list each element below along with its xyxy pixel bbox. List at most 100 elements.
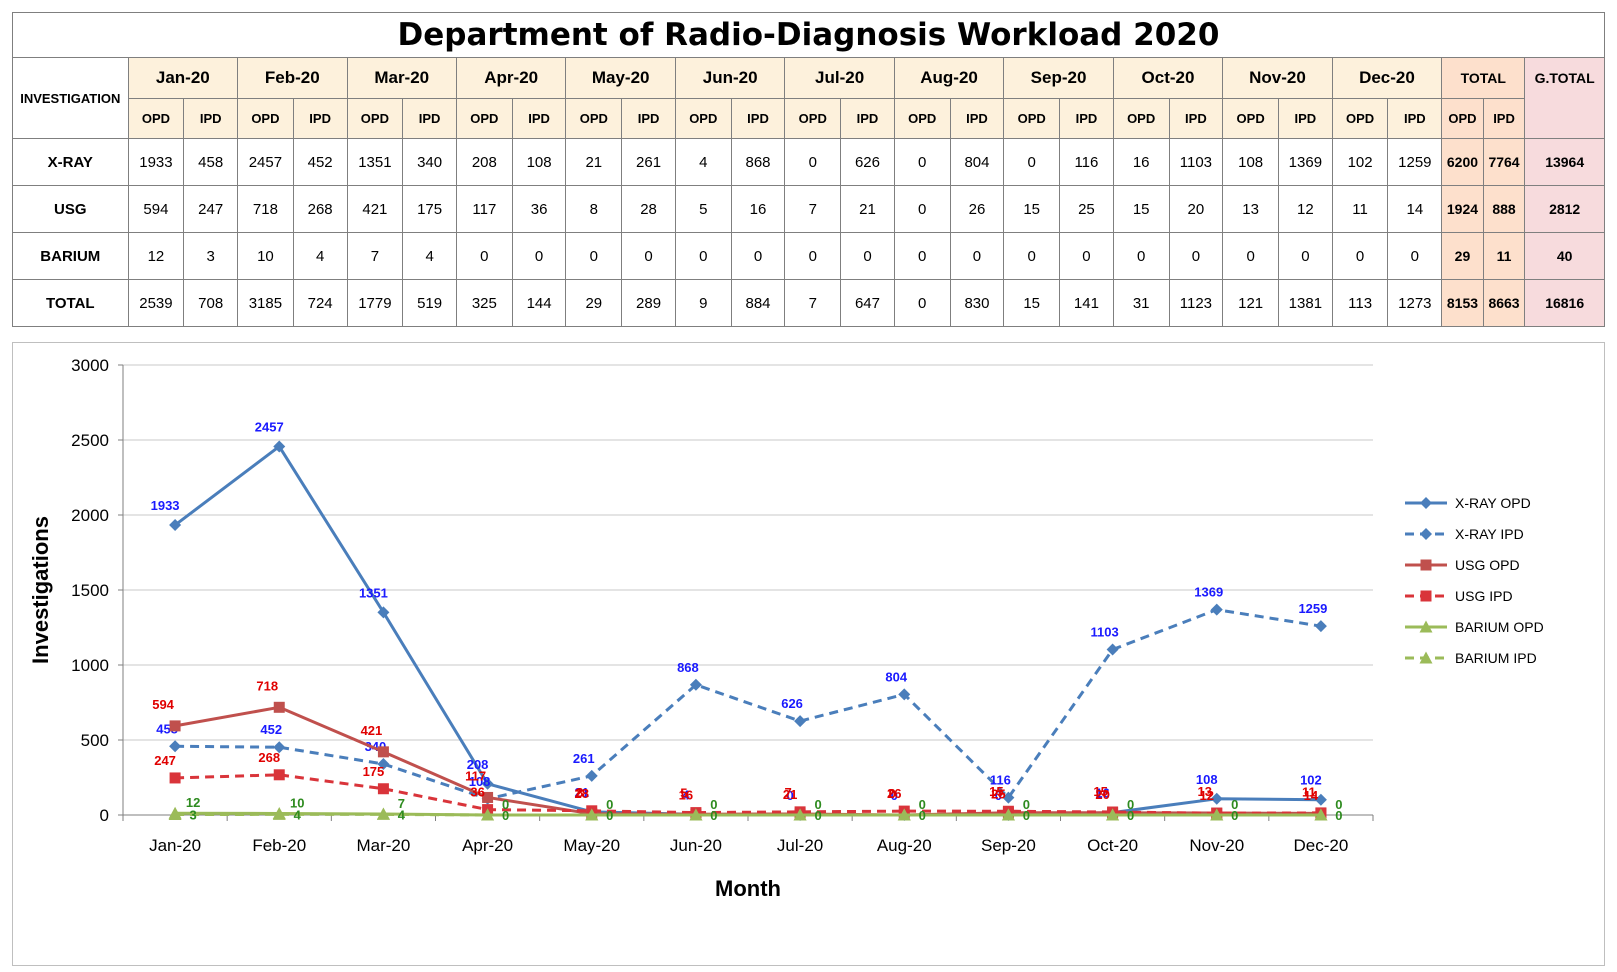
x-tick-label: Jul-20 <box>777 836 823 855</box>
data-label: 1259 <box>1298 601 1327 616</box>
table-cell: 4 <box>402 232 457 280</box>
page-title: Department of Radio-Diagnosis Workload 2… <box>12 12 1605 58</box>
data-label: 5 <box>680 785 687 800</box>
legend-entry: USG OPD <box>1455 557 1520 573</box>
table-cell: 116 <box>1059 138 1114 186</box>
data-label: 10 <box>290 796 304 811</box>
month-header: Mar-20 <box>346 57 457 99</box>
data-label: 0 <box>710 808 717 823</box>
series-line <box>174 705 1321 817</box>
data-label: 13 <box>1198 784 1212 799</box>
data-label: 0 <box>1127 797 1134 812</box>
row-label: USG <box>12 185 129 233</box>
data-label: 7 <box>784 785 791 800</box>
data-label: 0 <box>606 808 613 823</box>
table-cell: 4 <box>674 138 732 186</box>
table-cell: 830 <box>949 279 1005 327</box>
legend-marker <box>1419 620 1433 633</box>
table-cell: 519 <box>402 279 457 327</box>
chart-area: 0 500 1000 1500 2000 2500 3000 Jan-20 Feb-20 Mar-… <box>12 342 1605 966</box>
table-cell: 11 <box>1331 185 1389 233</box>
data-point <box>481 777 494 790</box>
month-header: Apr-20 <box>455 57 567 99</box>
y-tick-label: 2000 <box>71 506 109 525</box>
table-cell: 0 <box>840 232 895 280</box>
x-tick-label: May-20 <box>563 836 620 855</box>
data-label: 4 <box>682 787 690 802</box>
opd-subheader: OPD <box>1441 98 1484 139</box>
ipd-subheader: IPD <box>511 98 567 139</box>
table-cell: 13 <box>1222 185 1279 233</box>
ipd-subheader: IPD <box>292 98 348 139</box>
x-tick-label: Aug-20 <box>877 836 932 855</box>
x-tick-label: Jun-20 <box>670 836 722 855</box>
table-cell: 1351 <box>346 138 404 186</box>
data-label: 0 <box>1335 797 1342 812</box>
legend-entry: BARIUM OPD <box>1455 619 1544 635</box>
data-label: 0 <box>1231 808 1238 823</box>
data-label: 0 <box>814 808 821 823</box>
legend-marker <box>1420 528 1432 540</box>
opd-subheader: OPD <box>784 98 842 139</box>
data-label: 261 <box>573 751 595 766</box>
data-label: 0 <box>995 788 1002 803</box>
table-cell: 29 <box>565 279 623 327</box>
workload-table: Department of Radio-Diagnosis Workload 2… <box>12 12 1605 327</box>
table-cell: 7 <box>346 232 404 280</box>
data-label: 16 <box>679 788 693 803</box>
opd-subheader: OPD <box>565 98 623 139</box>
table-cell: 102 <box>1331 138 1389 186</box>
data-label: 1351 <box>359 585 388 600</box>
table-cell: 289 <box>621 279 676 327</box>
data-label: 0 <box>1023 797 1030 812</box>
data-label: 108 <box>469 774 491 789</box>
table-cell: 708 <box>183 279 239 327</box>
x-tick-label: Jan-20 <box>149 836 201 855</box>
data-point <box>273 741 286 754</box>
ipd-subheader: IPD <box>1168 98 1224 139</box>
table-cell: 1259 <box>1387 138 1443 186</box>
data-label: 208 <box>467 757 489 772</box>
data-label: 0 <box>502 808 509 823</box>
table-cell: 20 <box>1168 185 1224 233</box>
month-header: Feb-20 <box>237 57 348 99</box>
workload-table-container: Department of Radio-Diagnosis Workload 2… <box>12 12 1605 327</box>
y-axis-title: Investigations <box>28 516 53 664</box>
table-row: BARIUM 12 3 10 4 7 4 0 0 0 0 0 0 0 0 0 0 0 0 0 0 0 0 0 0 29 11 40 <box>12 232 1605 280</box>
y-tick-label: 1500 <box>71 581 109 600</box>
data-label: 3 <box>189 808 196 823</box>
opd-subheader: OPD <box>237 98 294 139</box>
table-cell: 0 <box>1003 232 1061 280</box>
data-point <box>689 808 703 821</box>
month-header: Oct-20 <box>1112 57 1224 99</box>
data-label: 594 <box>152 697 174 712</box>
y-tick-label: 500 <box>81 731 109 750</box>
data-point <box>377 758 390 770</box>
month-header: May-20 <box>565 57 676 99</box>
table-row: TOTAL 2539 708 3185 724 1779 519 325 144 29 289 9 88… <box>12 279 1605 327</box>
table-cell: 0 <box>1168 232 1224 280</box>
data-label: 0 <box>891 788 898 803</box>
ipd-subheader: IPD <box>1387 98 1443 139</box>
data-point <box>897 808 911 821</box>
data-label: 718 <box>256 678 278 693</box>
table-cell: 0 <box>784 232 842 280</box>
table-cell: 1933 <box>127 138 185 186</box>
ipd-subheader: IPD <box>730 98 786 139</box>
total-header: TOTAL <box>1441 57 1526 99</box>
table-cell: 0 <box>621 232 676 280</box>
data-label: 0 <box>710 797 717 812</box>
data-label: 0 <box>1023 808 1030 823</box>
data-label: 28 <box>575 786 589 801</box>
y-tick-label: 3000 <box>71 356 109 375</box>
ipd-subheader: IPD <box>621 98 676 139</box>
table-cell: 28 <box>621 185 676 233</box>
data-label: 15 <box>989 784 1003 799</box>
table-cell: 0 <box>511 232 567 280</box>
data-point <box>1002 791 1015 804</box>
data-point <box>376 807 390 820</box>
data-point <box>1106 643 1119 656</box>
data-label: 626 <box>781 696 803 711</box>
table-cell: 0 <box>784 138 842 186</box>
data-point <box>377 783 389 795</box>
